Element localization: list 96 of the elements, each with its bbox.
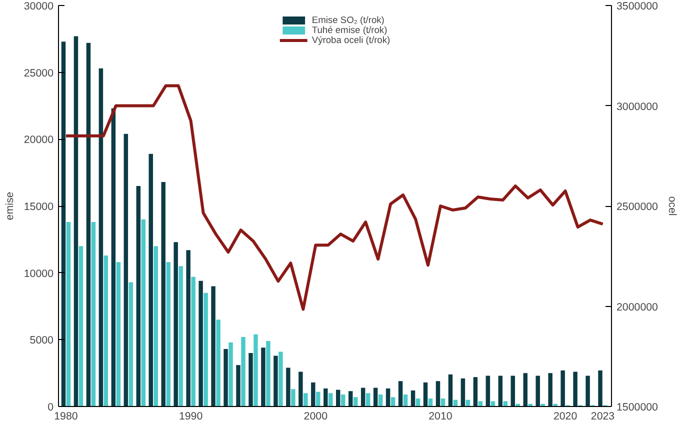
bar: [66, 222, 71, 406]
bar: [436, 381, 440, 406]
bar: [423, 382, 428, 406]
bar: [378, 394, 383, 406]
bar: [448, 374, 453, 406]
bar: [198, 280, 203, 406]
x-tick-label: 1980: [54, 410, 78, 422]
bar: [324, 388, 328, 406]
bar: [124, 134, 128, 406]
bar: [560, 370, 565, 406]
bar: [586, 376, 590, 406]
bar: [111, 108, 116, 406]
bar: [336, 390, 340, 406]
bar: [248, 353, 253, 406]
y2-tick-label: 1500000: [616, 402, 658, 414]
legend-label: Výroba oceli (t/rok): [312, 35, 390, 45]
y2-tick-label: 3500000: [616, 0, 658, 12]
bar: [78, 246, 84, 406]
x-tick-label: 2020: [553, 410, 578, 422]
y2-tick-label: 2500000: [616, 201, 658, 213]
x-tick-label: 1990: [178, 410, 203, 422]
bar: [136, 186, 141, 406]
bar: [398, 381, 403, 406]
bar: [178, 266, 183, 406]
bar: [216, 320, 220, 406]
bar: [304, 393, 308, 406]
bar: [154, 246, 158, 406]
y2-tick-label: 2000000: [616, 301, 658, 314]
bar: [161, 182, 166, 406]
bar: [373, 388, 378, 406]
bar: [548, 373, 552, 406]
bar: [286, 368, 290, 406]
line-series: [64, 84, 604, 311]
bar: [403, 394, 408, 406]
bar: [573, 372, 578, 406]
y2-axis-title: ocel: [666, 196, 678, 216]
bar: [278, 352, 283, 406]
y2-tick-label: 3000000: [616, 100, 658, 113]
y-tick-label: 0: [48, 402, 54, 414]
bar: [254, 334, 258, 406]
bar: [116, 262, 121, 406]
bar: [104, 255, 108, 406]
legend-label: Emise SO₂ (t/rok): [312, 15, 384, 25]
x-tick-label: 2023: [590, 410, 615, 422]
bar: [91, 222, 96, 406]
bar: [390, 397, 396, 406]
bar: [61, 42, 66, 406]
y-tick-label: 15000: [24, 201, 54, 213]
bar: [340, 394, 346, 406]
bar: [328, 393, 333, 406]
bar: [261, 348, 266, 406]
bar: [460, 378, 466, 406]
y-tick-label: 25000: [24, 67, 54, 80]
bar: [174, 242, 178, 406]
bar: [386, 388, 390, 406]
y-tick-label: 30000: [24, 0, 54, 12]
bar: [348, 391, 353, 406]
bar: [366, 393, 370, 406]
bar: [536, 376, 540, 406]
y-tick-label: 5000: [30, 334, 54, 347]
bar: [98, 68, 104, 406]
bar: [228, 342, 233, 406]
y-tick-label: 10000: [24, 268, 54, 280]
bar: [236, 365, 240, 406]
bar: [86, 42, 91, 406]
bar: [204, 292, 208, 406]
y-tick-label: 20000: [24, 134, 54, 146]
bar: [316, 392, 320, 406]
bar: [74, 36, 78, 406]
bar: [498, 376, 503, 406]
x-tick-label: 2000: [304, 410, 328, 422]
bar: [410, 390, 416, 406]
bar: [291, 389, 296, 406]
bar: [523, 373, 528, 406]
bar: [141, 219, 146, 406]
legend-label: Tuhé emise (t/rok): [312, 25, 388, 35]
bar: [211, 286, 216, 406]
bar: [353, 397, 358, 406]
bar: [360, 388, 366, 406]
bar: [266, 341, 270, 406]
bar: [311, 382, 316, 406]
bar: [241, 336, 246, 406]
bar: [224, 349, 228, 406]
bar: [191, 276, 196, 406]
bar: [598, 370, 602, 406]
bar: [486, 376, 490, 406]
bar: [298, 372, 303, 406]
bar: [166, 262, 170, 406]
bar: [128, 282, 134, 406]
bar: [473, 377, 478, 406]
x-tick-label: 2010: [428, 410, 452, 422]
bar: [274, 356, 278, 406]
bar: [510, 376, 516, 406]
bar: [148, 154, 153, 406]
y-axis-title: emise: [4, 192, 16, 220]
bar: [186, 250, 190, 406]
